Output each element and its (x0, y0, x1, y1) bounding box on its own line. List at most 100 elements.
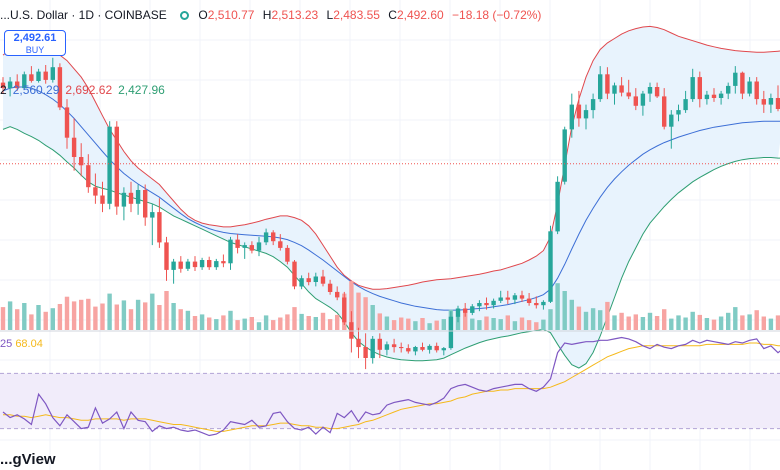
volume-bar (399, 317, 404, 330)
volume-bar (228, 310, 233, 330)
candle-body (271, 232, 276, 242)
high-value: 2,513.23 (271, 8, 319, 22)
volume-bar (747, 314, 752, 330)
volume-bar (29, 314, 34, 330)
volume-bar (207, 317, 212, 330)
volume-bars (0, 281, 780, 330)
candle-body (93, 187, 98, 196)
candle-body (143, 190, 148, 218)
candle-body (363, 347, 368, 358)
candle-body (178, 261, 183, 269)
candle-body (278, 241, 283, 248)
candle-body (121, 192, 127, 207)
candle-body (313, 276, 318, 282)
candle-body (505, 297, 510, 300)
candle-body (299, 278, 304, 287)
volume-bar (491, 318, 496, 330)
candle-body (413, 347, 418, 352)
candle-body (199, 260, 205, 268)
rsi-prefix: 25 (0, 338, 13, 350)
volume-bar (363, 297, 368, 330)
volume-bar (306, 316, 311, 330)
volume-bar (135, 299, 141, 330)
volume-bar (590, 308, 596, 330)
candle-body (726, 85, 731, 94)
candle-body (128, 192, 134, 204)
candle-body (192, 261, 198, 268)
candle-body (36, 71, 41, 81)
symbol-title: ...U.S. Dollar · 1D · COINBASE (0, 8, 167, 22)
volume-bar (313, 317, 318, 330)
volume-bar (640, 317, 646, 330)
volume-bar (619, 312, 624, 330)
volume-bar (285, 314, 290, 330)
candle-body (441, 348, 446, 351)
volume-bar (384, 316, 390, 330)
volume-bar (178, 309, 183, 330)
volume-bar (356, 292, 361, 330)
candle-body (768, 98, 774, 105)
open-value: 2,510.77 (207, 8, 255, 22)
candle-body (697, 77, 702, 100)
candle-body (228, 239, 233, 264)
volume-bar (22, 303, 27, 330)
volume-bar (235, 320, 240, 330)
candle-body (320, 276, 326, 284)
candle-body (526, 298, 532, 303)
volume-bar (505, 315, 510, 330)
rsi-legend: 25 68.04 (0, 338, 43, 350)
candle-body (207, 260, 212, 268)
candle-body (150, 212, 155, 218)
volume-bar (519, 317, 525, 330)
candle-body (463, 308, 468, 313)
volume-bar (349, 281, 354, 330)
candle-body (662, 96, 667, 127)
candle-body (775, 98, 780, 109)
candle-body (740, 72, 745, 94)
volume-bar (662, 309, 667, 330)
candle-body (7, 81, 13, 89)
symbol-header: ...U.S. Dollar · 1D · COINBASE O2,510.77… (0, 8, 546, 22)
candle-body (491, 300, 496, 306)
volume-bar (86, 298, 91, 330)
candle-body (342, 297, 347, 323)
candle-body (555, 181, 560, 232)
candle-body (626, 92, 631, 97)
volume-bar (299, 313, 304, 330)
volume-bar (761, 316, 766, 330)
candle-body (548, 231, 553, 302)
buy-button[interactable]: 2,492.61 BUY (4, 30, 66, 56)
candle-body (263, 232, 269, 243)
candle-body (384, 344, 390, 350)
volume-bar (221, 315, 226, 330)
close-value: 2,492.60 (396, 8, 444, 22)
candle-body (669, 114, 674, 127)
volume-bar (50, 308, 55, 330)
candle-body (406, 348, 411, 352)
rsi-value: 68.04 (15, 338, 43, 350)
low-label: L (326, 8, 334, 22)
volume-bar (256, 322, 262, 330)
candle-body (249, 245, 254, 251)
volume-bar (669, 318, 674, 330)
volume-bar (57, 304, 63, 330)
volume-bar (576, 306, 582, 330)
candle-body (562, 129, 567, 182)
volume-bar (733, 307, 738, 330)
volume-bar (377, 313, 382, 330)
volume-bar (263, 315, 269, 330)
bb-lower-value: 2,427.96 (118, 83, 165, 97)
volume-bar (249, 317, 254, 330)
market-status-icon[interactable] (180, 11, 190, 20)
bollinger-legend: 2 2,560.29 2,692.62 2,427.96 (0, 83, 171, 97)
volume-bar (704, 318, 710, 330)
candle-body (235, 239, 240, 248)
volume-bar (406, 318, 411, 330)
candle-body (576, 104, 582, 119)
volume-bar (598, 310, 603, 330)
candle-body (399, 347, 404, 349)
candle-body (619, 85, 624, 93)
volume-bar (654, 316, 660, 330)
volume-bar (463, 312, 468, 330)
